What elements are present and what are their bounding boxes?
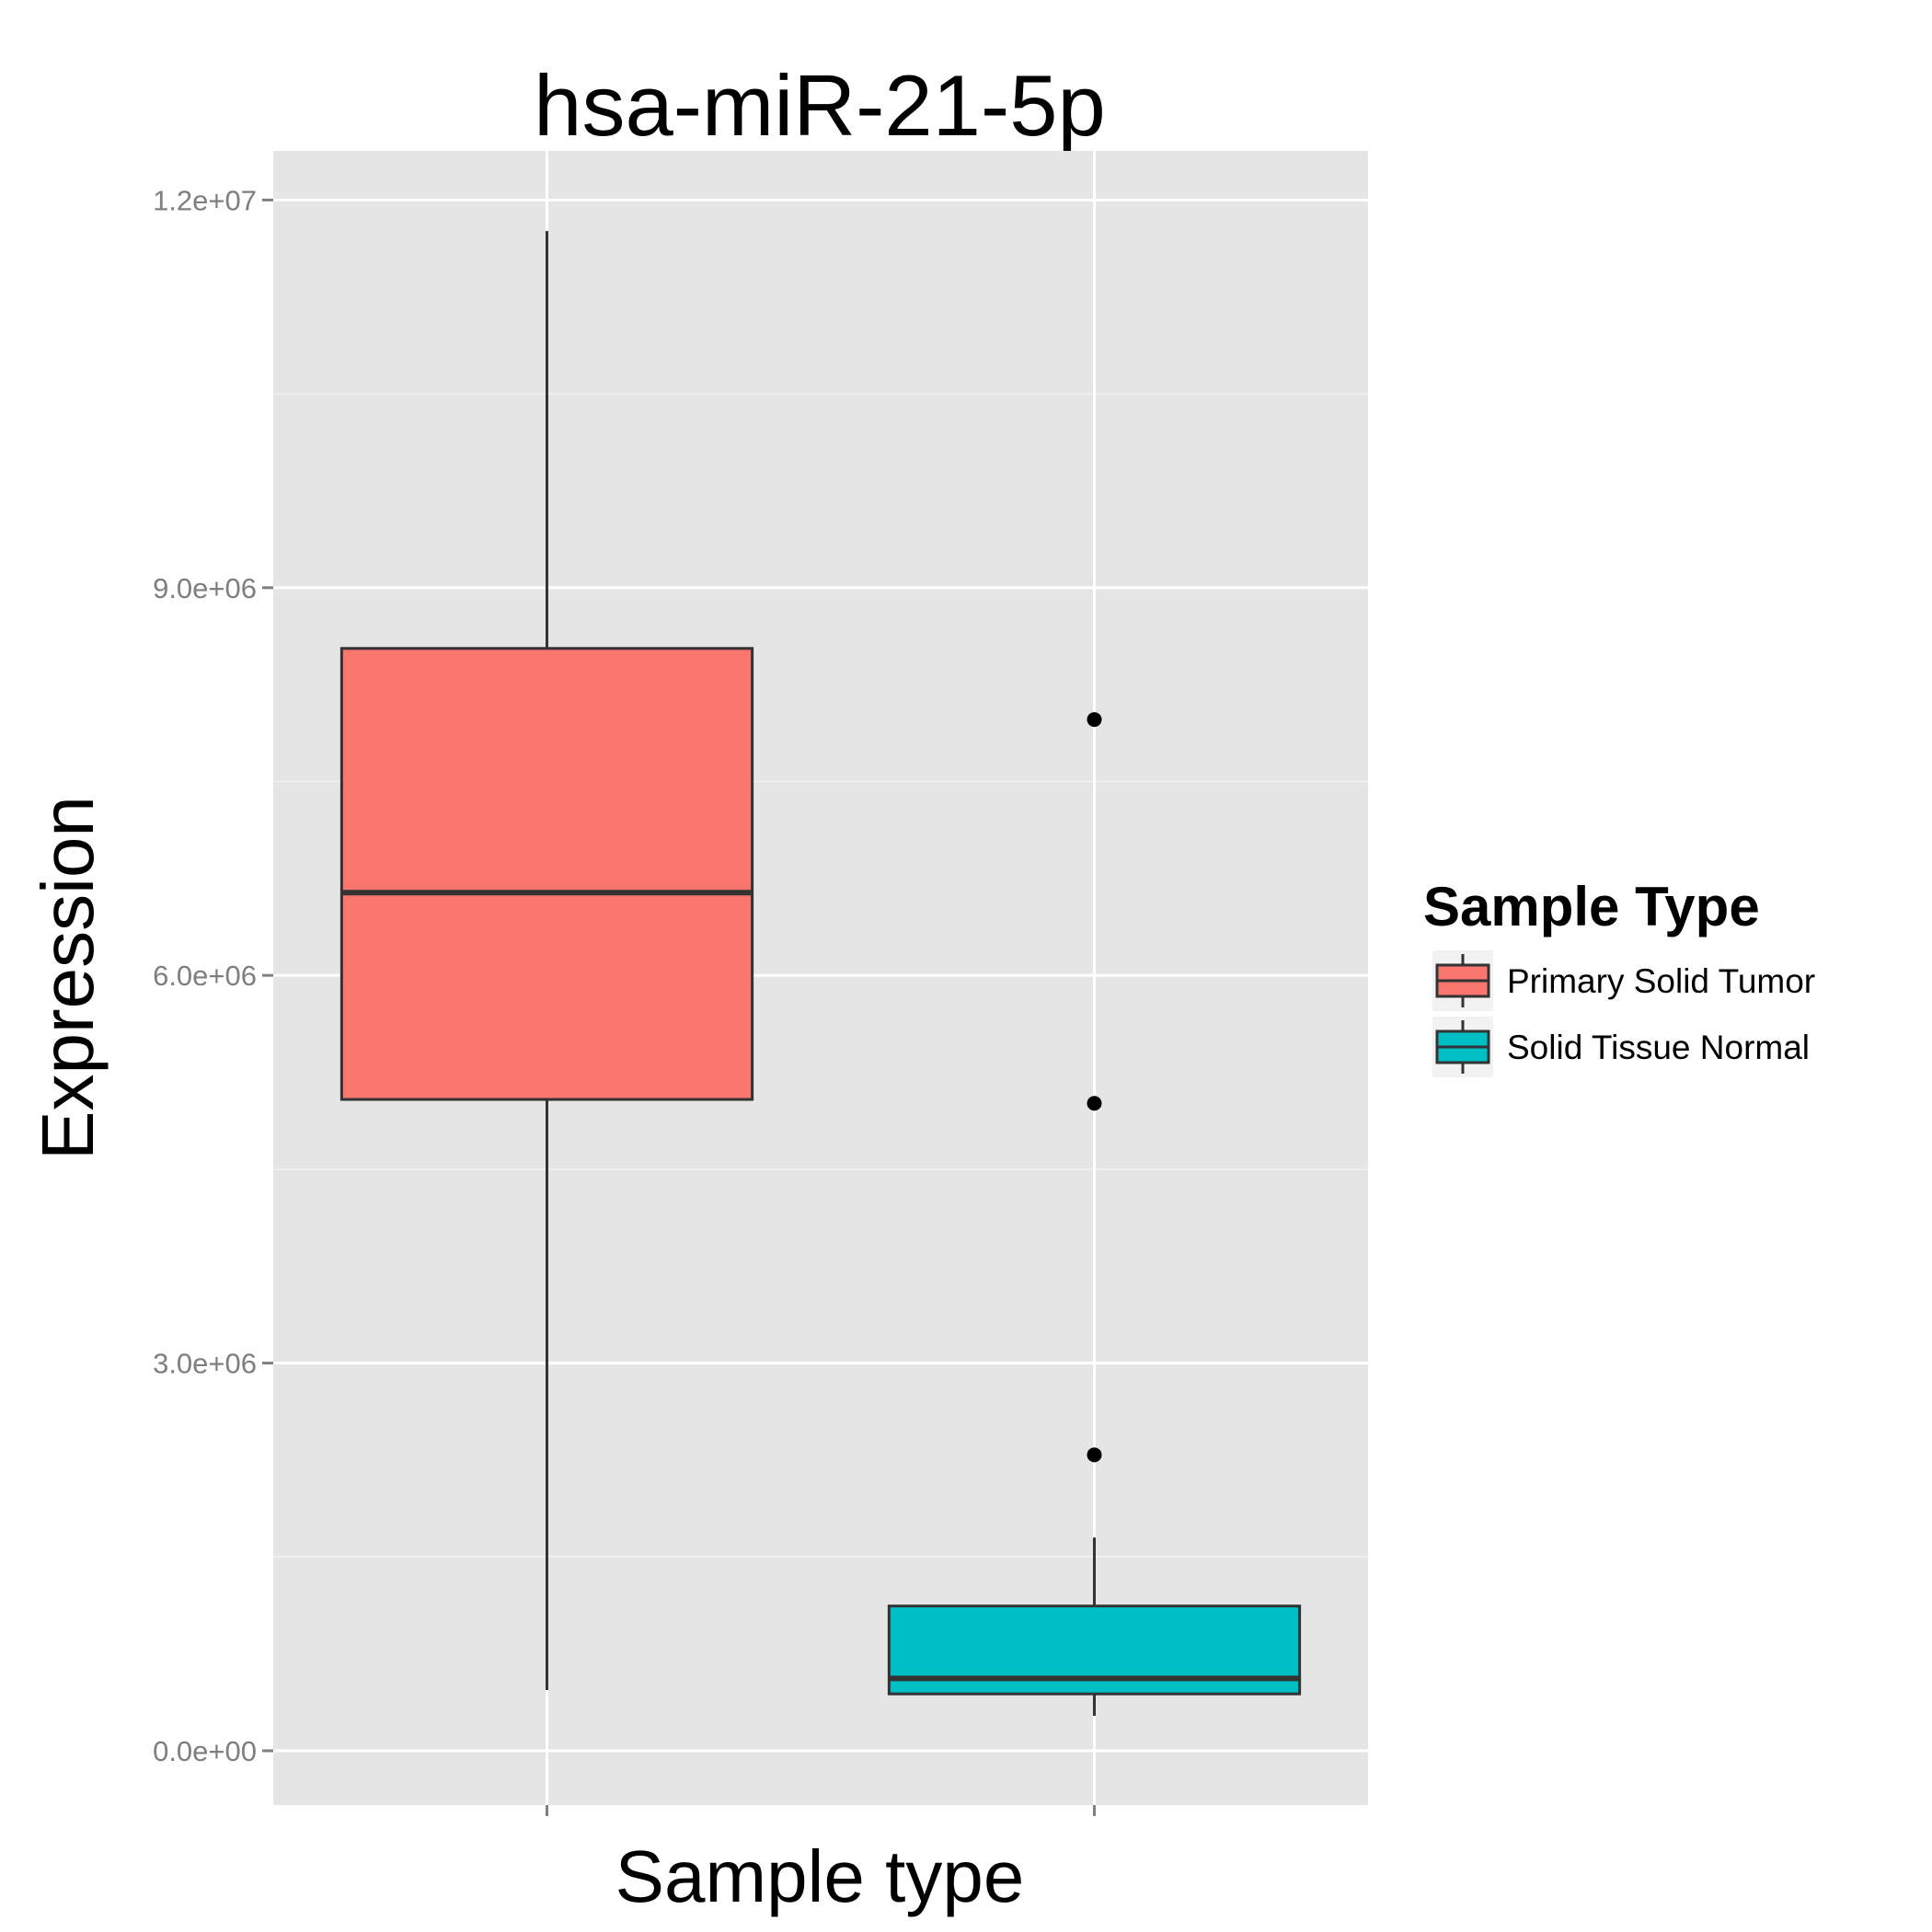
- minor-gridlines: [273, 393, 1368, 1558]
- boxplots: [339, 231, 1302, 1717]
- legend-item: Solid Tissue Normal: [1432, 1017, 1810, 1077]
- outlier-point: [1087, 712, 1102, 728]
- y-axis-title: Expression: [27, 796, 109, 1160]
- y-axis: 0.0e+00 3.0e+06 6.0e+06 9.0e+06 1.2e+07: [153, 184, 273, 1767]
- y-tick-label: 3.0e+06: [153, 1348, 257, 1380]
- y-tick-label: 6.0e+06: [153, 960, 257, 992]
- chart-title: hsa-miR-21-5p: [534, 57, 1106, 154]
- legend-title: Sample Type: [1423, 876, 1760, 937]
- box: [339, 647, 754, 1101]
- legend-label: Solid Tissue Normal: [1507, 1029, 1810, 1066]
- boxplot: [887, 712, 1302, 1717]
- y-tick-label: 1.2e+07: [153, 184, 257, 216]
- legend: Sample Type Primary Solid Tumor Solid Tis…: [1423, 876, 1815, 1077]
- x-axis: [546, 1805, 1096, 1816]
- outlier-point: [1087, 1447, 1102, 1463]
- legend-keys: Primary Solid Tumor Solid Tissue Normal: [1432, 950, 1815, 1077]
- y-tick-label: 0.0e+00: [153, 1735, 257, 1767]
- major-gridlines: [273, 198, 1368, 1753]
- outlier-point: [1087, 1096, 1102, 1111]
- legend-item: Primary Solid Tumor: [1432, 950, 1815, 1011]
- legend-label: Primary Solid Tumor: [1507, 962, 1815, 1000]
- boxplot: [339, 231, 754, 1690]
- y-tick-label: 9.0e+06: [153, 572, 257, 604]
- x-axis-title: Sample type: [615, 1835, 1025, 1917]
